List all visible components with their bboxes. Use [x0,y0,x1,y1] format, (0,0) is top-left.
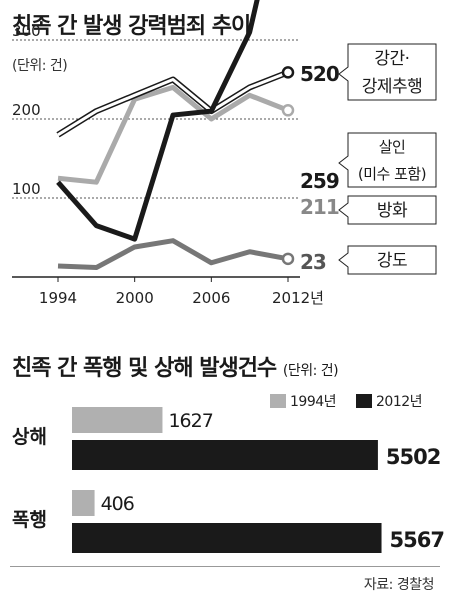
bar-value-label: 5567 [390,528,444,552]
legend-label: 2012년 [376,394,422,410]
x-tick-label: 2012년 [272,289,324,307]
line-chart-unit: (단위: 건) [12,58,68,74]
y-tick-label: 200 [12,101,41,119]
bar-value-label: 5502 [386,445,440,469]
series-line-path [57,84,289,185]
source-note: 자료: 경찰청 [363,577,435,593]
series-line-path [57,238,289,271]
series-end-marker [281,66,295,79]
callout-box [338,245,437,275]
series-end-marker [281,104,295,117]
legend-rape: 강간· 강제추행 [338,43,437,101]
callout-label: 방화 [377,201,408,221]
series-end-value: 520 [300,62,339,86]
callout-label: 살인 [379,138,406,156]
series-line [57,238,289,271]
x-tick-label: 2006 [192,289,230,307]
legend-label: 1994년 [290,394,336,410]
callout-box [338,195,437,225]
bar [72,490,95,516]
series-line [56,69,290,138]
legend-murder: 살인 (미수 포함) [338,132,437,188]
legend-swatch [270,394,286,408]
category-label: 상해 [12,426,47,448]
series-end-value: 23 [300,250,326,274]
callout-box [338,132,437,188]
y-tick-label: 300 [12,22,41,40]
callout-box [338,43,437,101]
callout-label: 강도 [377,251,407,271]
series-line-path [56,0,260,242]
x-tick-label: 1994 [39,289,77,307]
legend-arson: 방화 [338,195,437,225]
bar-chart-unit: (단위: 건) [282,363,339,379]
bar-value-label: 1627 [168,410,212,432]
series-line-inner [57,70,289,137]
series-line [56,0,260,242]
bar-chart-title: 친족 간 폭행 및 상해 발생건수 (단위: 건) [12,356,339,381]
series-end-marker [281,252,295,266]
series-line [57,84,289,185]
series-end-value: 259 [300,169,339,193]
callout-label: 강간· [374,49,409,69]
series-end-value: 211 [300,195,339,219]
line-chart: 1002003004005001994200020062012년52025921… [12,0,437,307]
line-chart-title: 친족 간 발생 강력범죄 추이 [12,14,251,39]
bar [72,440,378,470]
divider [10,566,440,567]
category-label: 폭행 [12,509,47,531]
callout-label: 강제추행 [362,77,423,97]
series-line-outline [56,69,290,138]
bar [72,407,163,433]
legend-robbery: 강도 [338,245,437,275]
callout-label: (미수 포함) [358,165,426,183]
y-tick-label: 100 [12,180,41,198]
bar-value-label: 406 [101,493,134,515]
legend-swatch [356,394,372,408]
x-tick-label: 2000 [116,289,154,307]
bar [72,523,382,553]
